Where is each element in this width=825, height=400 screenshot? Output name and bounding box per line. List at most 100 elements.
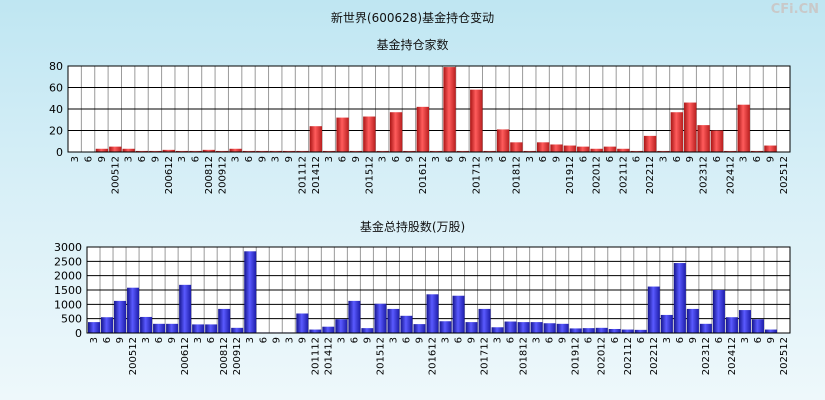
- x-tick-label: 200912: [232, 337, 243, 375]
- bar: [510, 142, 523, 152]
- x-tick-label: 3: [431, 156, 442, 162]
- bar: [725, 317, 738, 333]
- x-tick-label: 202312: [699, 156, 710, 194]
- bar: [478, 308, 491, 333]
- y-tick-label: 20: [49, 125, 63, 138]
- x-tick-label: 3: [177, 156, 188, 162]
- bar: [309, 329, 322, 333]
- bar: [643, 135, 657, 152]
- bar: [530, 322, 543, 333]
- x-tick-label: 9: [685, 156, 696, 162]
- bar: [569, 328, 582, 333]
- bar: [122, 148, 135, 152]
- bar: [189, 150, 202, 152]
- bar: [244, 251, 257, 333]
- x-tick-label: 9: [414, 337, 425, 343]
- bar: [617, 148, 630, 152]
- bar: [630, 150, 643, 152]
- x-tick-label: 9: [765, 156, 776, 162]
- x-tick-label: 201112: [310, 337, 321, 375]
- x-tick-label: 202512: [779, 156, 790, 194]
- bar: [389, 112, 403, 152]
- bar: [269, 150, 282, 152]
- bar: [603, 146, 617, 152]
- x-tick-label: 6: [244, 156, 255, 162]
- x-tick-label: 201812: [519, 337, 530, 375]
- bar: [430, 150, 443, 152]
- x-tick-label: 6: [675, 337, 686, 343]
- bar: [738, 310, 751, 333]
- x-tick-label: 6: [102, 337, 113, 343]
- x-tick-label: 6: [338, 156, 349, 162]
- bar: [376, 150, 389, 152]
- x-tick-label: 201612: [418, 156, 429, 194]
- bar: [563, 145, 577, 152]
- y-tick-label: 60: [49, 82, 63, 95]
- bar: [496, 129, 510, 152]
- x-tick-label: 3: [658, 156, 669, 162]
- x-tick-label: 9: [150, 156, 161, 162]
- x-tick-label: 3: [141, 337, 152, 343]
- x-tick-label: 6: [605, 156, 616, 162]
- x-tick-label: 202212: [645, 156, 656, 194]
- x-tick-label: 3: [70, 156, 81, 162]
- x-tick-label: 6: [714, 337, 725, 343]
- bar: [95, 148, 109, 152]
- x-tick-label: 6: [578, 156, 589, 162]
- bar: [697, 125, 710, 152]
- bar: [523, 150, 536, 152]
- x-tick-label: 6: [454, 337, 465, 343]
- bar: [550, 144, 563, 152]
- bar: [256, 150, 269, 152]
- plot-frame: [86, 246, 791, 334]
- x-tick-label: 6: [206, 337, 217, 343]
- x-tick-label: 3: [245, 337, 256, 343]
- x-tick-label: 6: [584, 337, 595, 343]
- bar: [348, 300, 361, 333]
- x-tick-label: 9: [115, 337, 126, 343]
- x-tick-label: 201412: [311, 156, 322, 194]
- y-tick-label: 0: [56, 146, 63, 159]
- bar: [465, 322, 478, 333]
- x-tick-label: 9: [766, 337, 777, 343]
- x-tick-label: 202112: [618, 156, 629, 194]
- x-tick-label: 3: [485, 156, 496, 162]
- x-tick-label: 9: [167, 337, 178, 343]
- x-tick-label: 201412: [323, 337, 334, 375]
- watermark-logo: CFi.CN: [770, 2, 819, 17]
- bar: [296, 150, 309, 152]
- x-tick-label: 202312: [701, 337, 712, 375]
- x-tick-label: 9: [458, 156, 469, 162]
- x-tick-label: 6: [349, 337, 360, 343]
- bar: [543, 323, 556, 333]
- plot-frame: [67, 65, 791, 153]
- y-tick-label: 1500: [54, 284, 82, 297]
- bar: [127, 287, 140, 333]
- x-tick-label: 3: [193, 337, 204, 343]
- x-tick-label: 201612: [427, 337, 438, 375]
- bar: [590, 148, 603, 152]
- bar: [153, 323, 166, 333]
- x-tick-label: 202512: [779, 337, 790, 375]
- y-tick-label: 40: [49, 103, 63, 116]
- x-tick-label: 9: [271, 337, 282, 343]
- x-tick-label: 3: [740, 337, 751, 343]
- x-tick-label: 200512: [128, 337, 139, 375]
- bar: [400, 315, 413, 333]
- bar: [309, 126, 323, 152]
- x-tick-label: 6: [84, 156, 95, 162]
- x-tick-label: 201712: [480, 337, 491, 375]
- bar: [556, 323, 569, 333]
- bar: [229, 148, 242, 152]
- x-tick-label: 6: [545, 337, 556, 343]
- x-tick-label: 3: [378, 156, 389, 162]
- bar: [764, 329, 777, 333]
- x-tick-label: 3: [662, 337, 673, 343]
- bar: [684, 102, 697, 152]
- x-tick-label: 3: [525, 156, 536, 162]
- bar: [192, 324, 205, 333]
- x-tick-label: 6: [712, 156, 723, 162]
